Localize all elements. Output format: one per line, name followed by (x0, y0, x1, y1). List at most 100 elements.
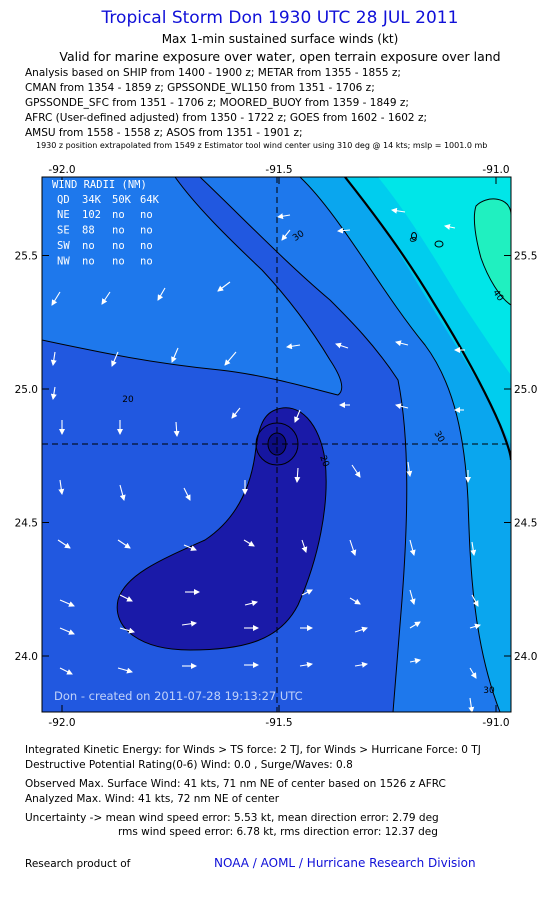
contour-label: 20 (317, 454, 330, 468)
wind-radii-cell: NE (57, 209, 70, 221)
wind-arrow (101, 291, 111, 305)
wind-arrow (444, 224, 456, 230)
wind-radii-cell: no (82, 240, 95, 252)
wind-arrow (469, 667, 477, 679)
observed-max-line: Observed Max. Surface Wind: 41 kts, 71 n… (25, 778, 446, 790)
wind-arrow (51, 291, 61, 306)
wind-radii-title: WIND RADII (NM) (52, 179, 147, 191)
wind-arrow (117, 539, 131, 549)
lon-tick-label-bottom: -91.5 (265, 717, 292, 728)
wind-arrow (351, 464, 361, 478)
wind-arrow (281, 229, 291, 241)
lat-tick-label-left: 25.5 (15, 251, 38, 263)
wind-radii-cell: NW (57, 256, 70, 268)
wind-arrow (119, 484, 126, 501)
wind-arrow (294, 409, 301, 423)
wind-arrow (409, 658, 421, 664)
position-note: 1930 z position extrapolated from 1549 z… (36, 141, 488, 150)
wind-radii-cell: no (140, 209, 153, 221)
wind-arrow (183, 544, 197, 551)
wind-radii-cell: no (112, 209, 125, 221)
wind-arrow (299, 661, 313, 668)
wind-arrow (217, 281, 231, 292)
rms-line: rms wind speed error: 6.78 kt, rms direc… (118, 826, 438, 838)
wind-arrow (395, 403, 409, 410)
created-on-label: Don - created on 2011-07-28 19:13:27 UTC (54, 689, 303, 703)
wind-arrow (354, 626, 368, 633)
wind-arrow (469, 623, 481, 630)
lon-tick-label-bottom: -91.0 (482, 717, 509, 728)
contour-20-west (42, 177, 343, 396)
wind-radii-cell: no (140, 225, 153, 237)
contour-zero-a (411, 232, 417, 240)
noaa-credit: NOAA / AOML / Hurricane Research Divisio… (214, 856, 476, 870)
wind-arrow (354, 661, 368, 668)
wind-arrow (409, 621, 421, 629)
contour-40 (473, 198, 511, 306)
wind-arrow (117, 667, 133, 674)
lon-tick-label-top: -91.0 (482, 164, 509, 176)
wind-arrow (111, 351, 119, 367)
contour-zero-b (434, 240, 444, 248)
wind-arrow (335, 342, 349, 349)
wind-arrow (50, 351, 57, 366)
contour-label: 30 (483, 686, 495, 696)
analysis-line: AFRC (User-defined adjusted) from 1350 -… (25, 112, 427, 124)
lat-tick-label-right: 25.0 (514, 384, 537, 396)
lat-tick-label-right: 24.5 (514, 518, 537, 530)
wind-radii-cell: no (112, 240, 125, 252)
wind-arrow (349, 539, 357, 556)
wind-arrow (173, 421, 180, 437)
lon-tick-label-bottom: -92.0 (48, 717, 75, 728)
wind-arrow (181, 620, 197, 627)
map-title: Tropical Storm Don 1930 UTC 28 JUL 2011 (101, 8, 459, 28)
lat-tick-label-right: 24.0 (514, 651, 537, 663)
ike-line: Integrated Kinetic Energy: for Winds > T… (25, 744, 481, 756)
wind-arrow (171, 347, 179, 363)
wind-arrow (57, 539, 71, 549)
field-60-plus (474, 198, 511, 305)
wind-radii-header: 34K (82, 194, 102, 206)
lat-tick-label-left: 24.5 (15, 518, 38, 530)
analysis-line: CMAN from 1354 - 1859 z; GPSSONDE_WL150 … (25, 82, 375, 94)
wind-radii-cell: no (112, 256, 125, 268)
wind-radii-cell: SE (57, 225, 70, 237)
wind-radii-header: 50K (112, 194, 132, 206)
wind-arrow (119, 594, 133, 602)
wind-arrow (224, 351, 237, 366)
wind-arrow (349, 597, 361, 605)
research-label: Research product of (25, 858, 131, 870)
wind-arrow (395, 340, 409, 347)
lat-tick-label-left: 25.0 (15, 384, 38, 396)
wind-radii-cell: 102 (82, 209, 101, 221)
wind-arrow (301, 539, 308, 553)
contour-label: 20 (122, 395, 134, 405)
wind-arrow (157, 287, 166, 301)
lon-tick-label-top: -92.0 (48, 164, 75, 176)
wind-radii-header: QD (57, 194, 70, 206)
wind-radii-cell: no (112, 225, 125, 237)
analysis-line: AMSU from 1558 - 1558 z; ASOS from 1351 … (25, 127, 303, 139)
uncertainty-line: Uncertainty -> mean wind speed error: 5.… (25, 812, 439, 824)
wind-arrow (470, 541, 477, 556)
map-subtitle: Max 1-min sustained surface winds (kt) (161, 32, 399, 46)
wind-radii-cell: no (82, 256, 95, 268)
field-west-low (42, 177, 342, 395)
wind-radii-cell: no (140, 256, 153, 268)
wind-arrow (58, 479, 65, 495)
coastline (344, 177, 511, 461)
wind-arrow (468, 697, 475, 712)
wind-arrow (409, 539, 416, 556)
wind-arrow (471, 594, 479, 607)
wind-arrow (50, 386, 57, 400)
map-subtitle-exposure: Valid for marine exposure over water, op… (59, 49, 501, 64)
wind-arrow (183, 487, 191, 501)
wind-arrow (337, 227, 351, 234)
wind-arrow (244, 600, 258, 607)
lat-tick-label-right: 25.5 (514, 251, 537, 263)
wind-arrow (406, 461, 413, 477)
lat-tick-label-left: 24.0 (15, 651, 38, 663)
wind-arrow (59, 627, 75, 635)
wind-arrow (294, 467, 301, 483)
